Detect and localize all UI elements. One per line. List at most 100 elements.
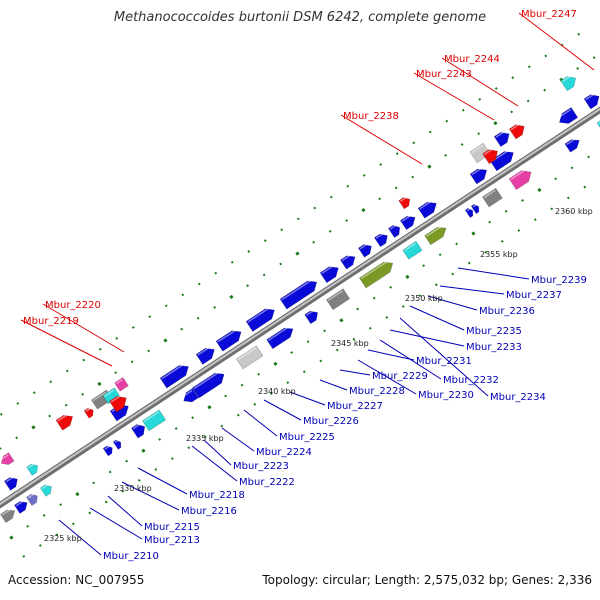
gene-inner-16-shape [424,227,447,246]
label-mbur-2244: Mbur_2244 [444,54,500,65]
gene-red-7-shape [398,197,411,210]
label-mbur-2247: Mbur_2247 [521,9,577,20]
label-mbur-2223: Mbur_2223 [233,461,289,472]
ruler-dot [98,347,102,351]
ruler-dot [290,351,294,354]
gene-outer-9 [319,264,339,284]
gene-inner-9-shape [191,372,225,399]
label-mbur-2220-leader [42,303,125,353]
gene-outer-10-shape [339,255,356,270]
gene-inner-9 [191,370,225,399]
gene-inner-7-shape [141,409,167,432]
ruler-dot [510,110,514,114]
gene-outer-1 [3,476,18,491]
gene-red-8-shine [471,144,484,154]
label-mbur-2238-leader [340,114,423,165]
gene-inner-18-shape [470,203,480,215]
ruler-dot [527,65,531,69]
gene-red-1-shape [55,414,74,431]
gene-outer-16-shine [471,166,484,176]
gene-inner-8-shape [183,388,199,403]
ruler-label: 2335 kbp [186,434,224,443]
ruler-dot [158,438,162,441]
gene-inner-3-shine [1,508,13,516]
label-mbur-2226-leader [263,399,302,421]
gene-outer-4-shine [161,363,186,380]
ruler-dot [533,218,537,222]
ruler-dot [312,240,316,244]
gene-red-9-shape [482,149,498,165]
ruler-dot [174,427,178,430]
ruler-dot [71,522,75,526]
ruler-dot [500,239,504,243]
gene-inner-2 [39,483,52,497]
ruler-dot [269,392,273,395]
gene-callouts: Mbur_2210 Mbur_2213 Mbur_2215 Mbur_2216 Mbur… [20,9,595,562]
gene-inner-6-shine [132,422,142,430]
gene-outer-15-shine [419,199,434,210]
label-mbur-2216: Mbur_2216 [181,506,237,517]
gene-outer-16-shape [469,168,488,185]
gene-outer-6-shine [217,328,238,343]
label-mbur-2235-leader [409,305,465,331]
gene-red-3-shine [92,391,107,402]
gene-outer-11-shape [357,244,372,258]
label-mbur-2227: Mbur_2227 [327,401,383,412]
ruler-dot [81,392,85,396]
gene-inner-2-shape [39,484,52,497]
gene-red-9 [482,147,498,165]
gene-outer-5-shape [195,347,215,365]
gene-outer-13-shape [387,225,401,238]
ruler-dot [279,262,283,266]
ruler-dot [401,305,405,308]
ruler-dot [147,349,151,353]
ruler-dot [82,358,86,362]
gene-inner-7 [141,409,167,432]
ruler-dot [115,336,119,340]
ruler-dot [246,284,250,288]
gene-inner-17-shine [466,208,471,212]
ruler-dot [286,381,290,384]
ruler-dot [554,177,558,181]
gene-outer-11-shine [359,242,369,250]
label-mbur-2219: Mbur_2219 [23,316,79,327]
gene-features [0,74,600,524]
gene-inner-10-shape [235,345,264,370]
ruler-dot [576,67,580,70]
gene-outer-5 [195,345,215,365]
gene-red-0 [0,452,15,465]
label-mbur-2220: Mbur_2220 [45,300,101,311]
gene-red-2-shape [83,407,94,419]
ruler-dot [526,99,530,103]
ruler-dot [187,446,191,450]
ruler-dot [461,108,465,112]
label-mbur-2230: Mbur_2230 [418,390,474,401]
ruler-label: 2340 kbp [258,387,296,396]
ruler-dot [405,274,410,279]
gene-inner-16 [424,224,447,246]
ruler-dot [240,383,244,387]
label-mbur-2227-leader [289,391,326,406]
ruler-dot [121,489,125,493]
gene-inner-6-shape [130,424,146,439]
ruler-dot [114,371,118,374]
ruler-label: 2325 kbp [44,534,82,543]
ruler-dot [362,174,366,177]
gene-inner-19 [481,187,503,208]
ruler-dot [577,32,581,36]
ruler-dot [395,152,399,156]
ruler-dot [224,394,228,398]
gene-outer-8-shine [281,278,314,301]
ruler-dot [214,271,218,275]
ruler-dot [394,186,398,190]
ruler-dot [550,207,554,211]
ruler-dot [88,511,92,515]
gene-inner-21-shape [564,139,580,153]
gene-outer-12 [373,232,388,248]
label-mbur-2244-leader [441,57,519,107]
gene-red-6-shine [115,378,123,385]
ruler-dot [22,554,26,558]
ruler-dot [137,478,141,482]
ruler-dot [428,130,432,134]
ruler-dot [26,524,30,528]
